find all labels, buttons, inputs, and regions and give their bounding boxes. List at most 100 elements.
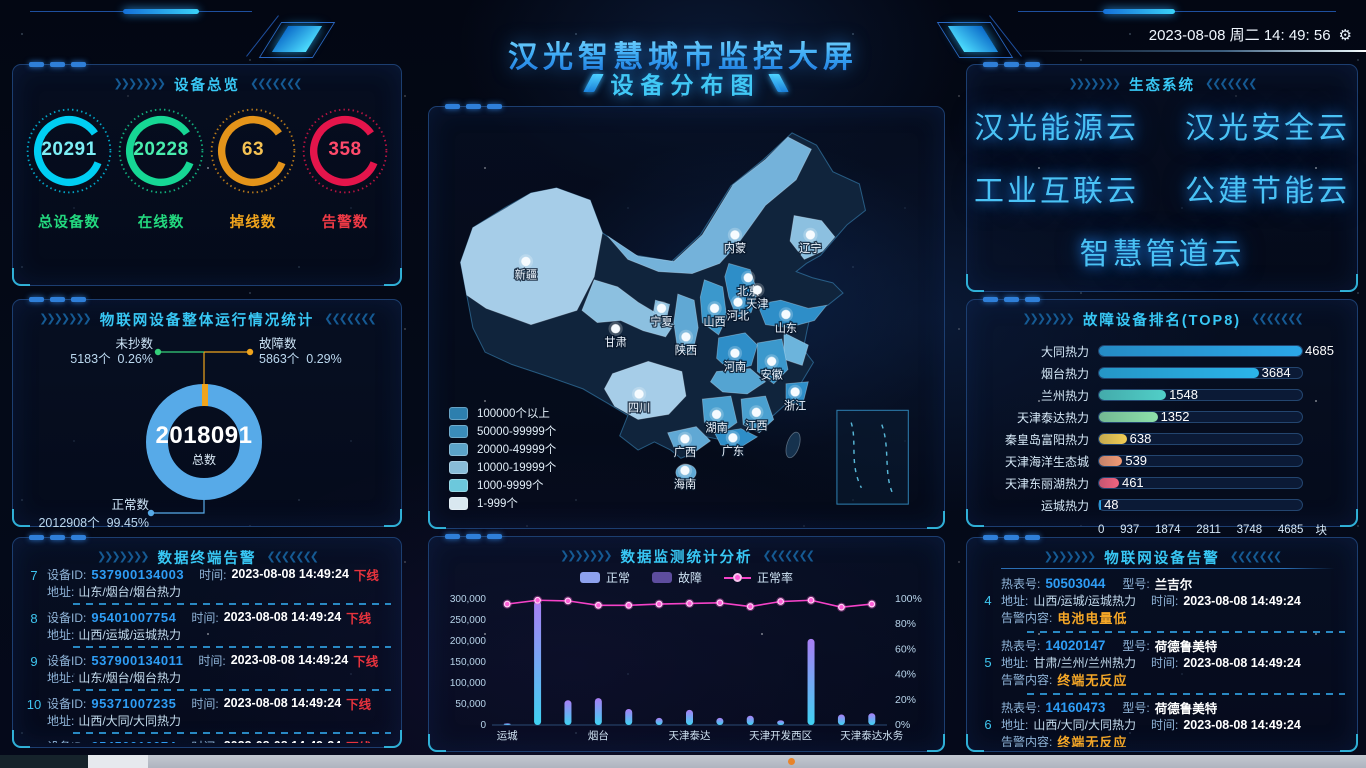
meter-label: 热表号:	[1001, 701, 1041, 715]
map-marker-安徽[interactable]: 安徽	[759, 354, 784, 383]
meter-label: 热表号:	[1001, 577, 1041, 591]
donut-callout-bottom	[154, 490, 205, 514]
eco-link-公建节能云[interactable]: 公建节能云	[1185, 175, 1350, 208]
panel-iot-alarms: ❯❯❯❯❯❯❯ 物联网设备告警 ❮❮❮❮❮❮❮ 4 热表号: 50503044 型号:…	[966, 535, 1358, 752]
map-marker-山西[interactable]: 山西	[702, 301, 727, 330]
eco-link-汉光能源云[interactable]: 汉光能源云	[974, 112, 1139, 145]
chevrons-right-icon: ❮❮❮❮❮❮❮	[1229, 550, 1283, 563]
ranking-bar-fill	[1099, 434, 1127, 444]
taskbar-light-segment	[88, 755, 148, 768]
address-label: 地址:	[1001, 718, 1029, 732]
chevrons-left-icon: ❯❯❯❯❯❯❯	[96, 550, 150, 563]
map-marker-山东[interactable]: 山东	[773, 307, 798, 336]
legend-item-正常[interactable]: 正常	[579, 569, 630, 586]
address-value: 山西/大同/大同热力	[1033, 718, 1137, 732]
legend-swatch	[449, 406, 468, 420]
map-marker-内蒙[interactable]: 内蒙	[722, 227, 747, 257]
map-marker-宁夏[interactable]: 宁夏	[649, 301, 674, 330]
legend-swatch	[579, 572, 600, 583]
svg-text:250,000: 250,000	[450, 615, 487, 626]
device-id-label: 设备ID:	[47, 696, 87, 711]
map-marker-广东[interactable]: 广东	[720, 430, 745, 459]
legend-swatch	[449, 442, 468, 456]
time-label: 时间:	[191, 696, 219, 711]
eco-link-智慧管道云[interactable]: 智慧管道云	[1079, 238, 1245, 271]
ranking-label: 运城热力	[1040, 498, 1089, 513]
legend-swatch	[449, 460, 468, 474]
svg-text:安徽: 安徽	[760, 368, 782, 382]
map-marker-江西[interactable]: 江西	[744, 405, 769, 434]
svg-text:湖南: 湖南	[705, 421, 727, 435]
map-marker-广西[interactable]: 广西	[672, 431, 697, 460]
ranking-bar-fill	[1099, 500, 1102, 510]
ranking-bar-fill	[1099, 368, 1259, 378]
terminal-alarm-row: 9 设备ID: 537900134011 时间: 2023-08-08 14:49:24…	[21, 652, 391, 695]
taskbar[interactable]	[0, 755, 1366, 768]
eco-link-汉光安全云[interactable]: 汉光安全云	[1185, 112, 1350, 145]
slash-deco-right	[767, 74, 789, 92]
svg-text:60%: 60%	[895, 643, 916, 655]
time-label: 时间:	[198, 653, 226, 668]
map-marker-新疆[interactable]: 新疆	[513, 254, 538, 283]
panel-ecosystem: ❯❯❯❯❯❯❯ 生态系统 ❮❮❮❮❮❮❮ 汉光能源云 汉光安全云 工业互联云 公建节能…	[966, 62, 1358, 292]
legend-item-故障[interactable]: 故障	[651, 569, 702, 586]
ecosystem-title: 生态系统	[1129, 77, 1195, 94]
map-marker-四川[interactable]: 四川	[627, 386, 652, 416]
panel-corner-decoration	[29, 535, 86, 540]
eco-link-工业互联云[interactable]: 工业互联云	[974, 175, 1139, 208]
map-marker-湖南[interactable]: 湖南	[704, 407, 729, 436]
map-marker-浙江[interactable]: 浙江	[783, 384, 808, 414]
panel-corner-decoration	[983, 297, 1040, 302]
gauge-总设备数: 20291 总设备数	[23, 105, 115, 232]
header-line-right	[1018, 11, 1336, 12]
settings-gear-icon[interactable]: ⚙	[1338, 26, 1352, 44]
ranking-x-axis: 0 937 1874 2811 3748 4685 块	[1098, 522, 1341, 538]
legend-swatch	[449, 496, 468, 510]
status-offline: 下线	[353, 654, 379, 669]
row-index: 9	[30, 654, 38, 669]
terminal-alarm-row: 8 设备ID: 95401007754 时间: 2023-08-08 14:49:24 下…	[21, 609, 391, 652]
donut-dot-unread	[154, 348, 162, 356]
iot-alarm-row: 4 热表号: 50503044 型号: 兰吉尔 地址: 山西/运城/运城热力 时间: 2023-…	[975, 575, 1349, 637]
time-value: 2023-08-08 14:49:24	[1183, 717, 1301, 732]
map-marker-辽宁[interactable]: 辽宁	[798, 227, 823, 257]
axis-tick: 3748	[1236, 524, 1263, 536]
row-index: 10	[26, 697, 42, 712]
map-marker-陕西[interactable]: 陕西	[674, 329, 698, 358]
map-marker-甘肃[interactable]: 甘肃	[603, 321, 628, 350]
ranking-bar-track: 4685	[1098, 343, 1334, 358]
device-id-label: 设备ID:	[47, 610, 87, 625]
address-value: 甘肃/兰州/兰州热力	[1033, 656, 1137, 670]
header: 汉光智慧城市监控大屏 2023-08-08 周二 14: 49: 56 ⚙	[0, 0, 1366, 74]
row-index: 4	[984, 593, 992, 608]
chevrons-right-icon: ❮❮❮❮❮❮❮	[1205, 77, 1258, 90]
header-flare	[1010, 50, 1366, 52]
time-value: 2023-08-08 14:49:24	[1183, 593, 1301, 608]
svg-text:100,000: 100,000	[450, 678, 487, 689]
ranking-value: 1352	[1160, 409, 1190, 424]
terminal-alarm-row: 11设备ID: 95450010074 时间: 2023-08-08 14:49:24…	[21, 738, 391, 744]
legend-label: 正常率	[757, 571, 794, 585]
map-marker-河南[interactable]: 河南	[722, 346, 747, 375]
ranking-row: 秦皇岛富阳热力 638	[977, 428, 1341, 450]
legend-row: 1000-9999个	[449, 476, 556, 494]
map-marker-海南[interactable]: 海南	[672, 463, 697, 492]
device-id-label: 设备ID:	[47, 567, 87, 582]
axis-tick: 2811	[1196, 524, 1221, 536]
datetime-label: 2023-08-08 周二 14: 49: 56	[1148, 27, 1331, 44]
legend-item-正常率[interactable]: 正常率	[724, 569, 793, 586]
row-separator	[1027, 631, 1345, 633]
panel-iot-stats: ❯❯❯❯❯❯❯ 物联网设备整体运行情况统计 ❮❮❮❮❮❮❮ 未抄数 5183个 …	[12, 297, 402, 530]
donut-value-normal: 2012908个 99.45%	[38, 516, 149, 530]
map-marker-河北[interactable]: 河北	[726, 295, 750, 324]
panel-terminal-alarms: ❯❯❯❯❯❯❯ 数据终端告警 ❮❮❮❮❮❮❮ 7 设备ID: 53790013400…	[12, 535, 402, 748]
alarm-content-value: 终端无反应	[1057, 735, 1128, 747]
map-marker-天津[interactable]: 天津	[745, 282, 770, 312]
ranking-bar-fill	[1099, 456, 1123, 466]
fault-ranking-title: 故障设备排名(TOP8)	[1082, 312, 1242, 329]
model-label: 型号:	[1122, 701, 1150, 715]
time-value: 2023-08-08 14:49:24	[230, 653, 349, 667]
ranking-label: 烟台热力	[1040, 366, 1089, 381]
ranking-label: 天津海洋生态城	[1004, 454, 1089, 469]
